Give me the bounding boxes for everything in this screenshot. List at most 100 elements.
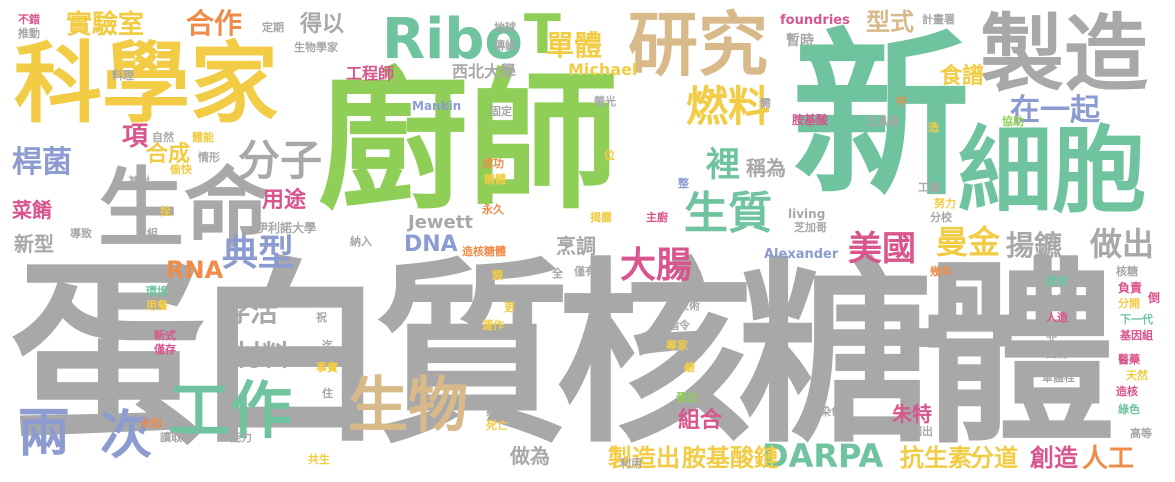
word: 分子 bbox=[238, 136, 323, 185]
word: 專家 bbox=[666, 339, 688, 352]
word: 固定 bbox=[490, 105, 512, 118]
word: 利用 bbox=[620, 457, 642, 470]
word: 需 bbox=[760, 97, 771, 110]
word: 人造 bbox=[1046, 311, 1068, 324]
word: 揚鑣 bbox=[1006, 229, 1063, 262]
word: DARPA bbox=[762, 437, 884, 475]
word: 類 bbox=[492, 269, 503, 282]
word: 能力 bbox=[230, 431, 252, 444]
word: 支持 bbox=[1046, 293, 1068, 306]
word: 造 bbox=[928, 121, 939, 134]
word: 合成 bbox=[146, 142, 191, 167]
word: 用餐 bbox=[146, 299, 168, 312]
word: 自然 bbox=[152, 131, 174, 144]
word: 製造 bbox=[980, 5, 1149, 103]
word: 新式 bbox=[154, 329, 176, 342]
word: 僅存 bbox=[154, 343, 176, 356]
word: 醫藥 bbox=[1118, 353, 1140, 366]
word: 綠色 bbox=[1118, 403, 1140, 416]
word: 生物學家 bbox=[294, 41, 338, 54]
word: 芝加哥 bbox=[794, 221, 827, 234]
word: 生物 bbox=[348, 371, 468, 441]
word: Jewett bbox=[408, 212, 473, 233]
word: 藥物 bbox=[486, 405, 508, 418]
word: 核糖 bbox=[1116, 265, 1138, 278]
word: 國防 bbox=[1046, 347, 1068, 360]
word: 蛋白 bbox=[676, 391, 698, 404]
word: 曼金 bbox=[936, 223, 1001, 261]
word: 重組 bbox=[136, 227, 158, 240]
word: 科學家 bbox=[14, 32, 279, 135]
word: 工程師 bbox=[346, 64, 395, 83]
word: 偷快 bbox=[170, 163, 192, 176]
word: 迄 bbox=[322, 339, 333, 352]
word: 未知 bbox=[140, 417, 162, 430]
word: 得以 bbox=[300, 12, 345, 37]
word: 推動 bbox=[18, 27, 40, 40]
word: 單體 bbox=[546, 29, 603, 62]
word: Mankin bbox=[412, 99, 462, 113]
word: 做出 bbox=[1090, 225, 1155, 263]
word: 工具箱 bbox=[866, 115, 899, 128]
word: 製造出 bbox=[608, 444, 680, 472]
word: 抗生素 bbox=[900, 444, 972, 472]
word: 全 bbox=[552, 267, 563, 280]
word: 次 bbox=[100, 406, 153, 466]
word: 傳給 bbox=[494, 39, 516, 52]
word: 僅有 bbox=[574, 265, 596, 278]
word: 分開 bbox=[1118, 297, 1140, 310]
word: 染色體 bbox=[820, 405, 853, 418]
word: 蛋白質核糖體 bbox=[10, 242, 1116, 470]
word: 整 bbox=[678, 177, 689, 190]
word: 螢光 bbox=[594, 95, 616, 108]
word: 不錯 bbox=[18, 13, 40, 26]
word: 運作 bbox=[482, 319, 504, 332]
word: Michael bbox=[568, 60, 638, 79]
word: 幾年 bbox=[930, 265, 952, 278]
word: 合作 bbox=[186, 7, 243, 40]
word: 位 bbox=[604, 149, 615, 162]
word: 拴 bbox=[160, 205, 171, 218]
word: 嘗試 bbox=[154, 357, 176, 370]
word: 技術 bbox=[678, 299, 700, 312]
word: 單體栓 bbox=[1042, 371, 1075, 384]
word: 更 bbox=[504, 301, 515, 314]
word: 體能 bbox=[192, 131, 214, 144]
word: 造核 bbox=[1116, 385, 1138, 398]
word: 桿菌 bbox=[12, 145, 72, 180]
word: 生命 bbox=[98, 159, 270, 259]
word: 計畫署 bbox=[922, 13, 955, 26]
word: 烹調出 bbox=[900, 425, 933, 438]
word: 食譜 bbox=[940, 64, 985, 89]
word: 死亡 bbox=[486, 419, 508, 432]
word: 燃料 bbox=[686, 82, 771, 131]
word: Alexander bbox=[764, 247, 839, 262]
word: 環境 bbox=[146, 285, 168, 298]
word: Ribo bbox=[382, 7, 523, 72]
word: 材料 bbox=[234, 339, 291, 372]
word: 細胞 bbox=[958, 117, 1147, 226]
word: 創造 bbox=[1030, 444, 1078, 472]
word: 裡 bbox=[706, 145, 740, 185]
word: 祝 bbox=[316, 311, 327, 324]
word: 成功 bbox=[482, 157, 504, 170]
word: 廚師 bbox=[318, 56, 619, 230]
word: 糖體 bbox=[484, 173, 506, 186]
word: 鹼 bbox=[684, 361, 695, 374]
word: 美國 bbox=[848, 229, 916, 269]
word: 非 bbox=[1046, 329, 1057, 342]
word: 伊利諾大學 bbox=[256, 221, 317, 235]
word: 負責 bbox=[1118, 281, 1143, 295]
word: 工作 bbox=[168, 374, 293, 447]
word: 讀取 bbox=[160, 431, 182, 444]
word: 中 bbox=[896, 95, 907, 108]
word: 高等 bbox=[1130, 427, 1152, 440]
word: 基對 bbox=[128, 175, 150, 188]
word: 存活 bbox=[222, 295, 279, 328]
word: 事情 bbox=[316, 295, 338, 308]
word: 永久 bbox=[482, 203, 504, 216]
word: 揭露 bbox=[590, 211, 612, 224]
word: T bbox=[524, 3, 561, 66]
word: 工廠 bbox=[918, 181, 940, 194]
word: 協助 bbox=[1002, 115, 1024, 128]
